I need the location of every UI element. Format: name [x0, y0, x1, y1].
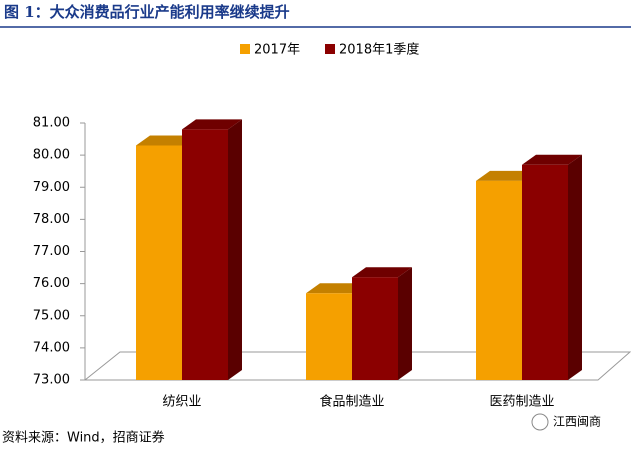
bar-front	[306, 293, 352, 380]
bar-top	[522, 154, 582, 165]
y-tick-label: 79.00	[33, 180, 70, 195]
y-tick-label: 76.00	[33, 276, 70, 291]
bar-top	[182, 119, 242, 130]
legend-label: 2017年	[254, 43, 300, 58]
x-tick-label: 食品制造业	[319, 394, 384, 410]
bar-side	[398, 267, 412, 380]
source: 资料来源：Wind，招商证券	[2, 430, 165, 446]
bar-front	[182, 129, 228, 380]
bar	[352, 267, 412, 380]
bar-front	[522, 164, 568, 380]
watermark-icon	[531, 413, 549, 431]
x-tick-label: 纺织业	[162, 395, 201, 410]
bar-top	[352, 267, 412, 278]
y-tick-label: 80.00	[33, 148, 70, 163]
bar-side	[568, 154, 582, 380]
bar-front	[476, 180, 522, 380]
legend-label: 2018年1季度	[339, 42, 419, 58]
bar-front	[352, 277, 398, 380]
y-tick-label: 78.00	[33, 212, 70, 227]
bar	[522, 154, 582, 380]
y-tick-label: 74.00	[33, 340, 70, 355]
y-tick-label: 81.00	[33, 116, 70, 131]
bar-front	[136, 145, 182, 380]
bar-side	[228, 119, 242, 381]
y-tick-label: 75.00	[33, 308, 70, 323]
legend-swatch	[325, 44, 335, 54]
y-tick-label: 73.00	[33, 373, 70, 388]
bar-top	[306, 283, 366, 294]
bar	[182, 119, 242, 381]
watermark: 江西闽商	[553, 414, 601, 429]
chart-title: 图 1：大众消费品行业产能利用率继续提升	[4, 3, 290, 21]
bar-top	[136, 135, 196, 146]
legend-swatch	[240, 44, 250, 54]
x-tick-label: 医药制造业	[489, 395, 554, 410]
bar-top	[476, 170, 536, 181]
y-tick-label: 77.00	[33, 244, 70, 259]
